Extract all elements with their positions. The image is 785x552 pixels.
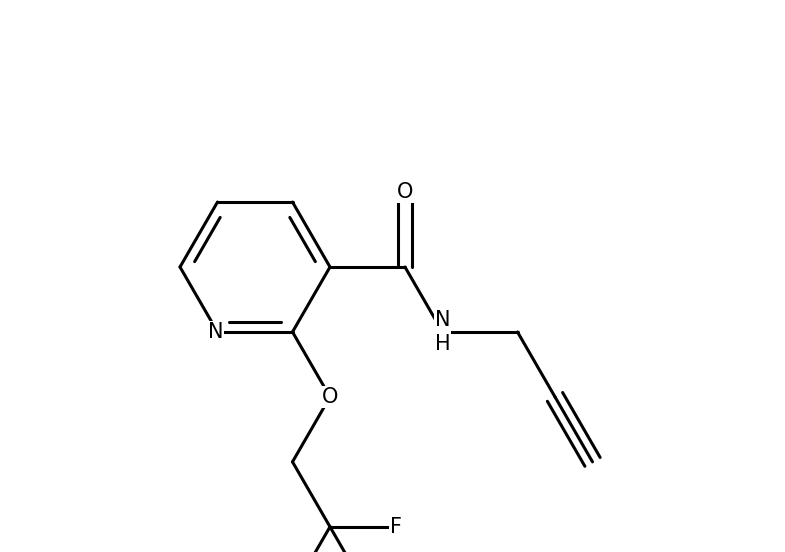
Text: N
H: N H [435, 310, 451, 353]
Text: O: O [396, 182, 413, 202]
Text: O: O [322, 387, 338, 407]
Text: F: F [390, 517, 402, 537]
Text: N: N [208, 322, 223, 342]
